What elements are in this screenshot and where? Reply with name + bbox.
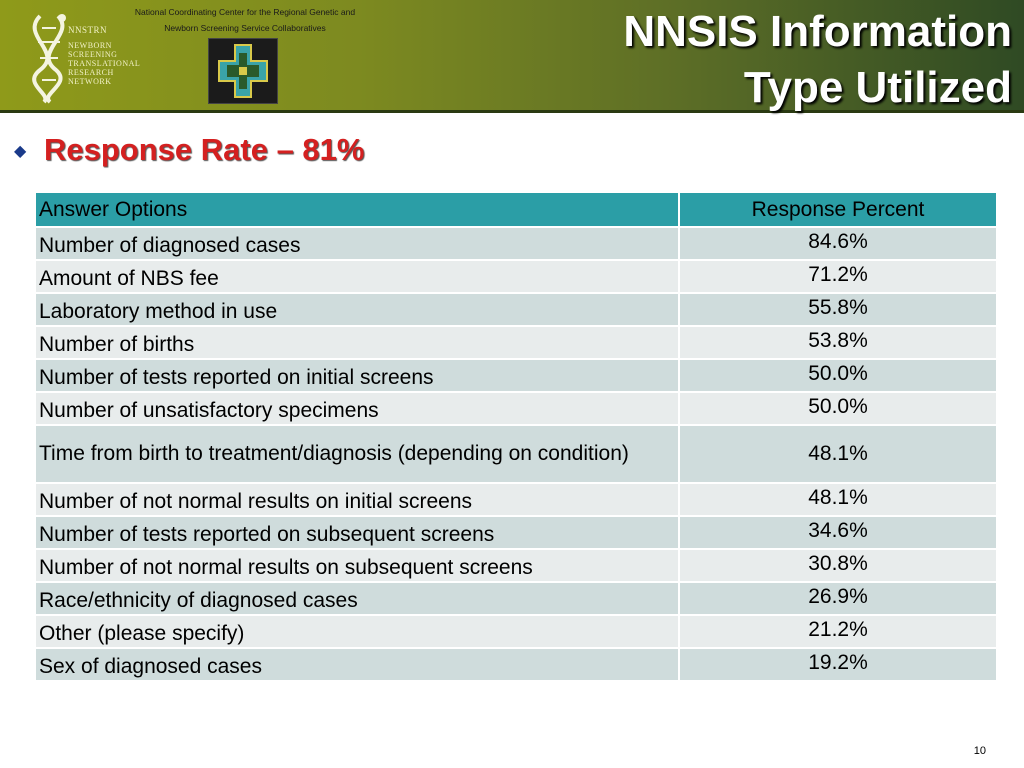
page-number: 10 — [973, 745, 986, 757]
title-line-2: Type Utilized — [743, 63, 1012, 112]
answer-option: Time from birth to treatment/diagnosis (… — [34, 424, 680, 484]
answer-option: Number of unsatisfactory specimens — [34, 391, 680, 426]
response-percent: 71.2% — [678, 259, 998, 294]
answer-option: Number of tests reported on subsequent s… — [34, 515, 680, 550]
org-line-2: Newborn Screening Service Collaboratives — [164, 23, 326, 33]
response-table: Answer Options Response Percent Number o… — [34, 191, 998, 682]
response-rate-subtitle: Response Rate – 81% — [44, 132, 365, 167]
response-percent: 34.6% — [678, 515, 998, 550]
table-header-row: Answer Options Response Percent — [34, 191, 998, 228]
answer-option: Number of tests reported on initial scre… — [34, 358, 680, 393]
response-percent: 19.2% — [678, 647, 998, 682]
answer-option: Number of not normal results on subseque… — [34, 548, 680, 583]
response-percent: 50.0% — [678, 358, 998, 393]
answer-option: Sex of diagnosed cases — [34, 647, 680, 682]
response-percent: 53.8% — [678, 325, 998, 360]
title-line-1: NNSIS Information — [623, 7, 1012, 56]
organization-name: National Coordinating Center for the Reg… — [125, 4, 365, 36]
table-row: Number of births 53.8% — [34, 325, 998, 360]
cross-emblem-icon — [208, 38, 278, 104]
logo-line: NETWORK — [68, 77, 112, 86]
logo-text: NNSTRN NEWBORN SCREENING TRANSLATIONAL R… — [68, 25, 141, 87]
response-percent: 48.1% — [678, 424, 998, 484]
table-row: Number of unsatisfactory specimens 50.0% — [34, 391, 998, 426]
answer-option: Amount of NBS fee — [34, 259, 680, 294]
logo-line: RESEARCH — [68, 68, 114, 77]
logo-line: SCREENING — [68, 50, 118, 59]
answer-option: Other (please specify) — [34, 614, 680, 649]
response-percent: 21.2% — [678, 614, 998, 649]
answer-option: Race/ethnicity of diagnosed cases — [34, 581, 680, 616]
response-percent: 84.6% — [678, 226, 998, 261]
response-percent: 26.9% — [678, 581, 998, 616]
response-percent: 50.0% — [678, 391, 998, 426]
header-response-percent: Response Percent — [678, 191, 998, 228]
table-row: Number of diagnosed cases 84.6% — [34, 226, 998, 261]
header-answer-options: Answer Options — [34, 191, 680, 228]
dna-helix-logo-icon — [32, 14, 66, 104]
response-percent: 55.8% — [678, 292, 998, 327]
table-row: Number of not normal results on subseque… — [34, 548, 998, 583]
answer-option: Number of diagnosed cases — [34, 226, 680, 261]
table-row: Number of not normal results on initial … — [34, 482, 998, 517]
response-percent: 48.1% — [678, 482, 998, 517]
table-row: Laboratory method in use 55.8% — [34, 292, 998, 327]
table-row: Race/ethnicity of diagnosed cases 26.9% — [34, 581, 998, 616]
table-row: Number of tests reported on initial scre… — [34, 358, 998, 393]
logo-name: NNSTRN — [68, 25, 108, 35]
diamond-bullet-icon: ◆ — [14, 143, 27, 160]
header-banner — [0, 0, 1024, 112]
table-row: Sex of diagnosed cases 19.2% — [34, 647, 998, 682]
answer-option: Number of births — [34, 325, 680, 360]
table-row: Time from birth to treatment/diagnosis (… — [34, 424, 998, 484]
answer-option: Laboratory method in use — [34, 292, 680, 327]
answer-option: Number of not normal results on initial … — [34, 482, 680, 517]
banner-divider — [0, 110, 1024, 113]
response-percent: 30.8% — [678, 548, 998, 583]
table-row: Number of tests reported on subsequent s… — [34, 515, 998, 550]
page-title: NNSIS Information Type Utilized — [623, 4, 1012, 116]
logo-line: NEWBORN — [68, 41, 112, 50]
logo-line: TRANSLATIONAL — [68, 59, 141, 68]
table-row: Amount of NBS fee 71.2% — [34, 259, 998, 294]
table-row: Other (please specify) 21.2% — [34, 614, 998, 649]
org-line-1: National Coordinating Center for the Reg… — [134, 7, 356, 17]
